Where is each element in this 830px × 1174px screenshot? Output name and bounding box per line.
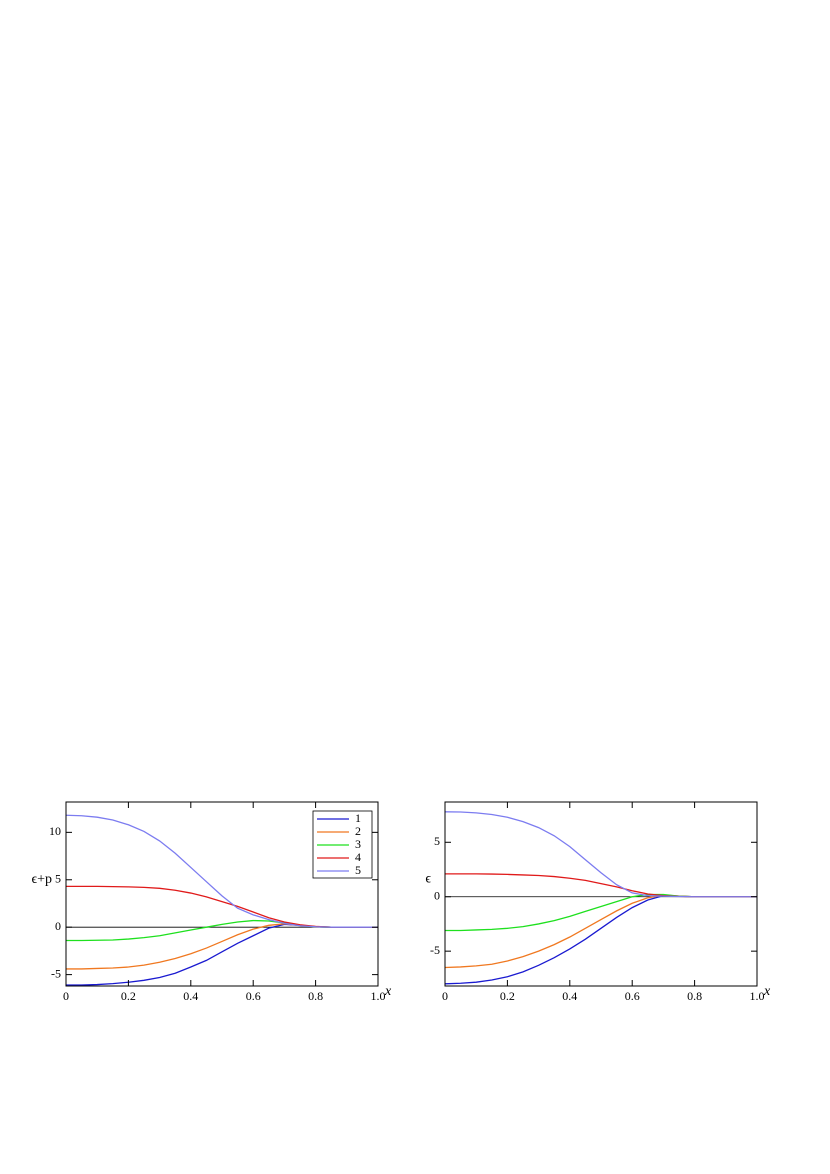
x-tick-label: 0.8	[308, 989, 323, 1003]
y-axis-label: ϵ+p	[31, 872, 52, 887]
x-tick-label: 0.8	[687, 989, 702, 1003]
x-tick-label: 1.0	[750, 989, 765, 1003]
series-line	[445, 873, 757, 898]
series-line	[66, 814, 378, 928]
x-axis-label: x	[763, 984, 771, 999]
y-tick-label: -5	[430, 943, 440, 957]
y-tick-label: -5	[51, 966, 61, 980]
chart: 0 0.2 0.4 0.6 0.8 1.0 -5 0 5 x ϵ	[425, 801, 771, 1003]
legend-label: 5	[355, 863, 361, 877]
x-tick-label: 0.4	[562, 989, 577, 1003]
legend-label: 2	[355, 824, 361, 838]
y-tick-label: 0	[55, 919, 61, 933]
y-tick-label: 5	[55, 872, 61, 886]
y-tick-label: 0	[434, 888, 440, 902]
x-tick-label: 0.6	[246, 989, 261, 1003]
series-line	[445, 894, 757, 985]
x-tick-label: 1.0	[371, 989, 386, 1003]
series-line	[66, 923, 378, 986]
series-line	[445, 811, 757, 898]
axes-frame	[65, 801, 379, 987]
axes-frame	[444, 801, 758, 987]
plot-area	[445, 811, 757, 985]
y-axis-label: ϵ	[425, 872, 431, 887]
x-tick-label: 0.6	[625, 989, 640, 1003]
y-tick-label: 10	[49, 824, 61, 838]
series-line	[66, 885, 378, 928]
legend-label: 4	[355, 850, 361, 864]
x-tick-label: 0.4	[183, 989, 198, 1003]
x-tick-label: 0	[442, 989, 448, 1003]
x-tick-label: 0	[63, 989, 69, 1003]
series-line	[66, 923, 378, 970]
series-line	[66, 919, 378, 942]
series-line	[445, 893, 757, 932]
plot-area	[66, 814, 378, 986]
y-tick-label: 5	[434, 834, 440, 848]
legend-label: 1	[355, 811, 361, 825]
x-tick-label: 0.2	[121, 989, 136, 1003]
legend-label: 3	[355, 837, 361, 851]
x-axis-label: x	[384, 984, 392, 999]
x-tick-label: 0.2	[500, 989, 515, 1003]
